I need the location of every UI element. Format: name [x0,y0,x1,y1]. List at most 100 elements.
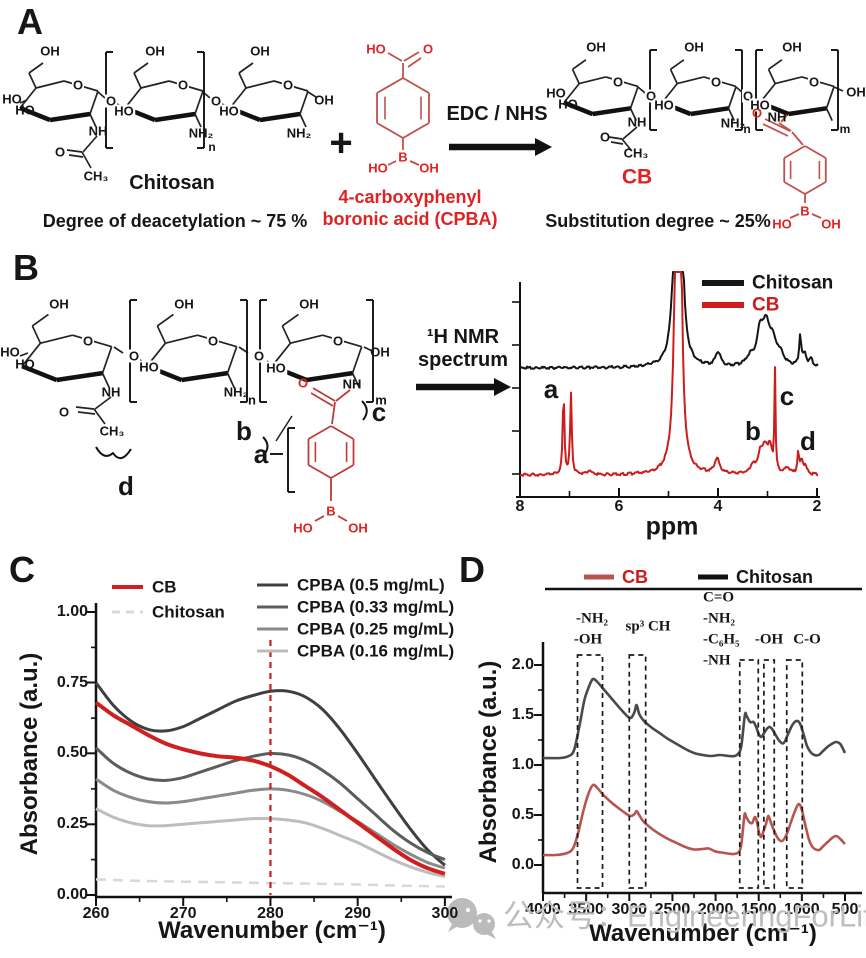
panel-d-label-c-o-4: C=O [703,589,735,606]
uv-x-tick-260: 260 [82,905,110,922]
panel-a-label-nh-45: NH [767,109,787,125]
panel-a-label-nh-13: NH [88,123,108,139]
ftir-dashed-region-1 [628,654,647,889]
panel-b-label-c-33: c [779,381,795,411]
panel-a-label-ho-26: HO [368,160,388,176]
panel-b-label-ho-5: HO [15,356,35,372]
ftir-y-tick-1.5: 1.5 [511,706,534,723]
panel-a-label-b-52: B [800,203,810,219]
panel-a-label-ch-49: CH₃ [623,145,649,161]
panel-d-label-sp-ch-3: sp³ CH [625,618,671,635]
panel-b-label-ho-10: HO [138,359,160,375]
panel-a-label-o-11: O [209,93,223,109]
panel-a-label-o-6: O [71,77,85,93]
panel-d-label-d-0: D [459,549,485,590]
panel-a-label-cb-55: CB [621,165,653,189]
uv-legend-cb: CB [152,577,177,597]
ftir-dashed-region-2 [738,659,760,889]
uv-y-tick-1.00: 1.00 [56,603,88,620]
panel-b-label-m-17: m [375,392,387,408]
panel-b-label-d-34: d [800,426,816,456]
uv-y-tick-0.00: 0.00 [56,886,88,903]
uv-x-axis-label: Wavenumber (cm⁻¹) [158,917,386,944]
panel-b-label-ho-12: HO [265,360,287,376]
panel-a-label-oh-31: OH [586,39,606,55]
panel-a-label-oh-33: OH [782,39,802,55]
panel-b-label-o-11: O [252,348,266,364]
uv-legend-cpba-0-33-mg-ml: CPBA (0.33 mg/mL) [297,597,455,617]
uv-x-tick-280: 280 [257,905,284,922]
nmr-trace-cb [519,271,818,477]
panel-b-label-o-18: O [58,404,70,420]
panel-b-label-ho-23: HO [293,520,313,536]
panel-a-structures [19,49,844,219]
ftir-chart [534,574,862,901]
panel-d-label-nh-1: -NH₂ [576,610,608,627]
panel-a-label-o-48: O [599,129,611,145]
panel-b-label-c-27: c [371,397,387,427]
nmr-x-tick-4: 4 [713,498,723,515]
panel-d-label-nh-7: -NH [703,652,731,669]
panel-a-label-o-7: O [176,77,190,93]
panel-b-label-d-28: d [118,471,134,501]
panel-b-label-b-0: B [13,247,39,288]
ftir-y-tick-0.5: 0.5 [511,806,534,823]
panel-a-label-oh-27: OH [419,160,439,176]
panel-a-label-o-8: O [281,77,295,93]
panel-a-label-nh-43: NH [627,114,647,130]
nmr-x-tick-6: 6 [614,498,624,515]
uv-x-tick-290: 290 [344,905,372,922]
panel-d-label-c-o-9: C-O [793,631,821,648]
panel-b-label-oh-3: OH [299,296,319,312]
ftir-y-tick-2.0: 2.0 [511,656,534,673]
panel-b-label-nh-14: NH₂ [223,384,249,400]
uv-y-axis-label: Absorbance (a.u.) [16,652,43,856]
ftir-x-tick-1500: 1500 [740,901,777,918]
panel-a-label-chitosan-20: Chitosan [129,172,215,194]
ftir-x-tick-500: 500 [831,901,859,918]
panel-a-label-o-38: O [807,74,821,90]
ftir-dashed-region-4 [785,659,804,889]
nmr-x-tick-2: 2 [812,498,822,515]
ftir-legend-cb: CB [622,567,648,587]
ftir-x-tick-1000: 1000 [784,901,820,918]
ftir-x-tick-4000: 4000 [525,901,561,918]
panel-b-label-a-31: a [543,374,559,404]
panel-a-label-ho-4: HO [2,91,22,107]
nmr-x-axis-label: ppm [645,512,699,541]
panel-a-label-ho-34: HO [546,85,566,101]
panel-a-label-o-36: O [611,74,625,90]
uv-legend-cpba-0-16-mg-ml: CPBA (0.16 mg/mL) [297,641,455,661]
panel-a-label-nh-44: NH₂ [720,115,746,131]
panel-a-label-glyph-22: + [329,121,353,165]
panel-a-label-4-carboxyphenyl-28: 4-carboxyphenyl [338,187,482,207]
panel-b-label-oh-1: OH [49,296,69,312]
panel-b-label-ch-19: CH₃ [99,423,125,439]
panel-b-label-b-22: B [326,503,336,519]
panel-a-label-n-46: n [743,122,751,136]
ftir-trace-cb [542,783,846,857]
panel-b-label-o-21: O [297,375,309,391]
ftir-x-tick-3500: 3500 [568,901,604,918]
uv-legend-chitosan: Chitosan [152,602,225,622]
panel-d-label-oh-2: -OH [573,631,603,648]
panel-b-label-o-9: O [127,348,141,364]
panel-b-label-nh-13: NH [101,384,121,400]
ftir-legend-chitosan: Chitosan [736,567,814,587]
panel-a-label-a-0: A [17,1,43,42]
panel-a-label-oh-54: OH [821,216,841,232]
ftir-x-axis-label: Wavenumber (cm⁻¹) [589,920,817,947]
panel-b-label-ho-4: HO [0,344,20,360]
panel-a-label-degree-of-deacetylation-75-21: Degree of deacetylation ~ 75 % [42,211,308,231]
panel-a-label-nh-14: NH₂ [188,125,214,141]
panel-a-label-oh-19: OH [314,92,334,108]
panel-a-label-o-9: O [104,93,118,109]
uv-curve-cpba-0-5-mg-ml [94,681,446,867]
panel-a-label-ho-5: HO [15,102,35,118]
panel-a-label-m-47: m [839,122,851,136]
panel-d-label-c-h-6: -C₆H₅ [703,631,740,648]
panel-a-label-ho-23: HO [366,41,386,57]
panel-a-label-ho-42: HO [749,97,771,113]
panel-b-label-o-6: O [81,333,95,349]
